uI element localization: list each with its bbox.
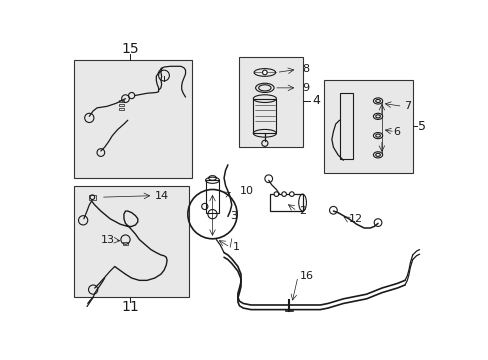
Text: 8: 8 bbox=[301, 64, 308, 75]
Bar bbox=[74, 60, 191, 178]
Bar bbox=[119, 104, 123, 106]
Text: 12: 12 bbox=[348, 214, 362, 224]
Text: 13: 13 bbox=[101, 235, 115, 244]
Text: 16: 16 bbox=[299, 271, 313, 281]
Circle shape bbox=[281, 192, 286, 197]
Bar bbox=[324, 80, 412, 172]
Text: 7: 7 bbox=[404, 101, 410, 111]
Text: 15: 15 bbox=[121, 42, 139, 57]
Bar bbox=[239, 57, 302, 147]
Circle shape bbox=[289, 192, 293, 197]
Circle shape bbox=[262, 70, 266, 75]
Text: 3: 3 bbox=[230, 211, 237, 221]
Text: 1: 1 bbox=[233, 242, 240, 252]
Bar bbox=[119, 100, 123, 103]
Bar bbox=[74, 186, 189, 297]
Text: 6: 6 bbox=[393, 127, 400, 137]
Bar bbox=[119, 108, 123, 110]
Circle shape bbox=[274, 192, 278, 197]
Text: 9: 9 bbox=[301, 83, 308, 93]
Bar bbox=[253, 99, 276, 133]
Bar bbox=[205, 180, 219, 213]
Bar bbox=[339, 93, 353, 159]
Text: 14: 14 bbox=[154, 191, 168, 201]
Text: 5: 5 bbox=[417, 120, 425, 133]
Bar bbox=[270, 194, 302, 211]
Text: 4: 4 bbox=[312, 94, 320, 107]
Text: 2: 2 bbox=[299, 206, 306, 216]
Text: 11: 11 bbox=[121, 300, 139, 314]
Text: 10: 10 bbox=[239, 186, 253, 196]
Bar bbox=[88, 195, 96, 200]
Bar bbox=[123, 242, 127, 245]
